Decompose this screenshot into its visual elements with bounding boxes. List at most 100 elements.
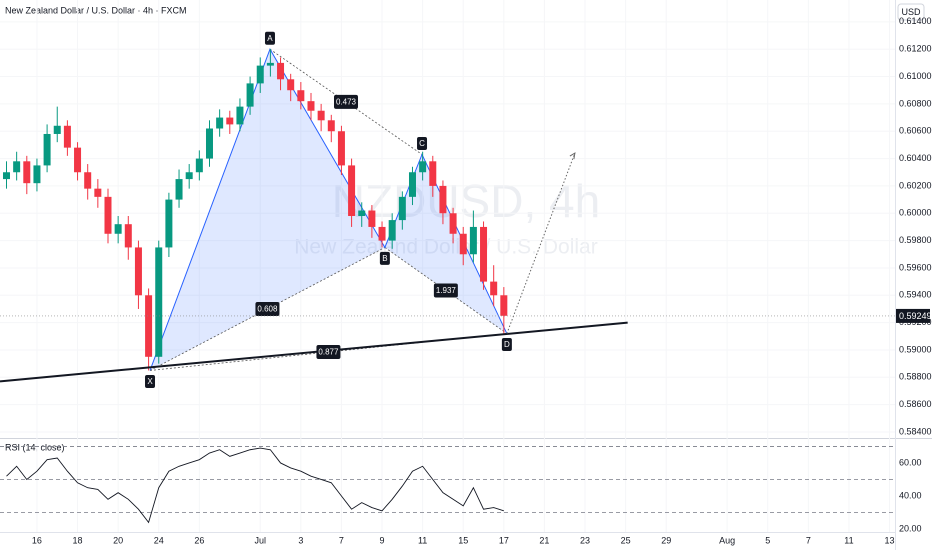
rsi-tick-label: 20.00	[899, 523, 922, 533]
candle-body	[317, 110, 325, 121]
x-tick-label: 5	[765, 535, 770, 545]
candle-body	[307, 101, 315, 111]
candle-body	[277, 62, 285, 80]
y-tick-label: 0.60000	[899, 208, 932, 218]
candle-body	[378, 226, 386, 241]
candle-body	[63, 125, 71, 148]
candle-body	[490, 281, 498, 296]
point-badge	[379, 251, 390, 265]
candle-body	[124, 224, 132, 248]
candle-body	[43, 133, 51, 166]
y-tick-label: 0.58400	[899, 426, 932, 436]
candle-body	[165, 199, 173, 248]
candle-body	[94, 188, 102, 197]
ratio-label: 1.937	[436, 286, 457, 295]
ratio-label: 0.473	[336, 97, 357, 106]
candle-body	[469, 226, 477, 255]
x-tick-label: 15	[458, 535, 468, 545]
x-tick-label: 16	[32, 535, 42, 545]
candle-body	[388, 220, 396, 241]
x-tick-label: 26	[194, 535, 204, 545]
x-tick-label: 21	[539, 535, 549, 545]
candle-body	[480, 226, 488, 282]
candle-body	[439, 185, 447, 214]
x-tick-label: 24	[154, 535, 164, 545]
x-tick-label: 17	[499, 535, 509, 545]
y-tick-label: 0.58600	[899, 399, 932, 409]
candle-body	[368, 210, 376, 227]
y-tick-label: 0.59800	[899, 235, 932, 245]
x-tick-label: 11	[844, 535, 853, 545]
y-tick-label: 0.61400	[899, 16, 932, 26]
point-badge	[145, 374, 156, 388]
x-tick-label: 25	[621, 535, 631, 545]
x-tick-label: 11	[418, 535, 427, 545]
y-tick-label: 0.58800	[899, 372, 932, 382]
candle-body	[134, 247, 142, 296]
candle-body	[114, 224, 122, 234]
trendline	[0, 321, 628, 383]
x-tick-label: 7	[806, 535, 811, 545]
point-badge	[501, 338, 512, 352]
y-tick-label: 0.61200	[899, 44, 932, 54]
currency-button[interactable]	[897, 3, 925, 21]
ratio-label: 0.877	[318, 348, 339, 357]
candle-body	[256, 65, 264, 84]
candle-body	[287, 79, 295, 91]
candle-body	[13, 161, 21, 173]
candle-body	[195, 158, 203, 173]
y-tick-label: 0.60400	[899, 153, 932, 163]
candle-body	[2, 172, 10, 180]
candle-body	[226, 117, 234, 125]
x-tick-label: 23	[580, 535, 590, 545]
candle-body	[33, 165, 41, 184]
candle-body	[74, 147, 82, 173]
projection-arrow	[569, 152, 576, 160]
candle-body	[500, 295, 508, 316]
ratio-badge	[334, 94, 359, 109]
last-price-badge	[896, 308, 930, 323]
candle-body	[236, 106, 244, 125]
ratio-label: 0.608	[257, 305, 278, 314]
pattern-area	[150, 49, 385, 371]
point-label: A	[267, 34, 273, 43]
currency-label[interactable]: USD	[901, 7, 921, 17]
ratio-badge	[316, 345, 341, 360]
y-tick-label: 0.60600	[899, 126, 932, 136]
x-tick-label: Aug	[719, 535, 735, 545]
candle-body	[104, 196, 112, 234]
rsi-tick-label: 40.00	[899, 490, 922, 500]
ratio-badge	[255, 301, 280, 316]
candle-body	[358, 210, 366, 216]
candle-body	[449, 213, 457, 234]
y-tick-label: 0.59600	[899, 262, 932, 272]
y-tick-label: 0.59000	[899, 344, 932, 354]
candle-body	[297, 90, 305, 102]
ratio-badge	[433, 283, 458, 298]
point-label: D	[504, 340, 510, 349]
projection	[506, 152, 576, 334]
pattern-ratio-line	[384, 247, 508, 334]
candle-body	[348, 165, 356, 216]
x-tick-label: 7	[339, 535, 344, 545]
watermark-symbol: NZDUSD, 4h	[332, 175, 600, 227]
point-badge	[417, 136, 428, 150]
candle-body	[53, 125, 61, 134]
point-badge	[264, 31, 275, 45]
candle-body	[429, 161, 437, 186]
candle-body	[84, 172, 92, 189]
point-label: B	[382, 254, 387, 263]
last-price-label: 0.59249	[899, 311, 932, 321]
x-tick-label: 13	[885, 535, 895, 545]
candle-body	[327, 120, 335, 132]
x-tick-label: 9	[380, 535, 385, 545]
candle-body	[419, 161, 427, 173]
x-tick-label: 3	[298, 535, 303, 545]
candle-body	[185, 172, 193, 180]
x-tick-label: 20	[113, 535, 123, 545]
candle-body	[145, 295, 153, 357]
rsi-title: RSI (14, close)	[5, 442, 65, 452]
candle-body	[408, 172, 416, 197]
x-tick-label: 18	[73, 535, 83, 545]
